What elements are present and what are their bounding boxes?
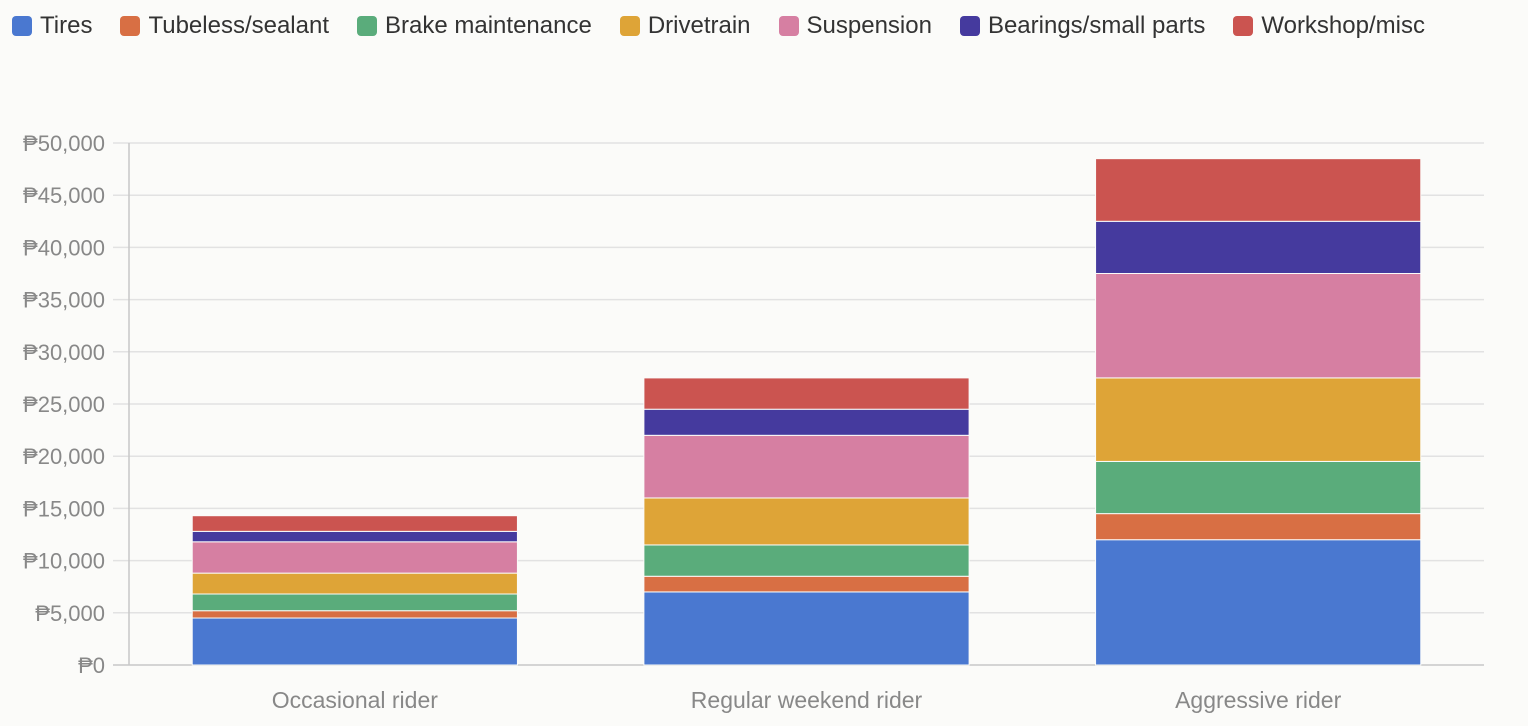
- legend-item[interactable]: Bearings/small parts: [959, 12, 1206, 39]
- bar-segment: [643, 377, 970, 410]
- y-tick-label: ₱0: [78, 653, 105, 678]
- legend-swatch: [120, 16, 141, 36]
- bar-segment: [191, 515, 518, 532]
- bar-segment: [643, 497, 970, 546]
- bar-segment: [1095, 158, 1422, 222]
- legend-swatch: [959, 16, 980, 36]
- bar-segment: [191, 541, 518, 574]
- bar-segment: [191, 593, 518, 612]
- bar-segment: [1095, 220, 1422, 275]
- bar-segment: [1095, 513, 1422, 541]
- y-tick-label: ₱25,000: [23, 392, 105, 417]
- legend-label: Suspension: [806, 12, 932, 39]
- bar-segment: [191, 530, 518, 543]
- chart-legend: Tires Tubeless/sealant Brake maintenance Dr…: [12, 12, 1512, 39]
- legend-label: Drivetrain: [647, 12, 751, 39]
- x-category-label: Occasional rider: [272, 687, 439, 713]
- legend-swatch: [619, 16, 640, 36]
- legend-item[interactable]: Drivetrain: [619, 12, 751, 39]
- legend-swatch: [1233, 16, 1254, 36]
- legend-item[interactable]: Tires: [12, 12, 93, 39]
- legend-item[interactable]: Brake maintenance: [357, 12, 592, 39]
- y-tick-label: ₱10,000: [23, 549, 105, 574]
- bar-segment: [191, 610, 518, 619]
- x-category-label: Regular weekend rider: [691, 687, 923, 713]
- legend-swatch: [778, 16, 799, 36]
- bar-segment: [643, 434, 970, 499]
- y-tick-label: ₱50,000: [23, 131, 105, 156]
- bar-segment: [191, 572, 518, 595]
- legend-swatch: [12, 16, 32, 36]
- y-tick-label: ₱5,000: [35, 601, 105, 626]
- y-tick-label: ₱40,000: [23, 235, 105, 260]
- y-tick-label: ₱20,000: [23, 444, 105, 469]
- y-tick-label: ₱30,000: [23, 340, 105, 365]
- legend-label: Workshop/misc: [1261, 12, 1425, 39]
- bar-segment: [643, 591, 970, 666]
- legend-label: Tubeless/sealant: [148, 12, 330, 39]
- legend-label: Brake maintenance: [385, 12, 592, 39]
- bar-segment: [1095, 460, 1422, 515]
- legend-label: Tires: [40, 12, 93, 39]
- y-tick-label: ₱15,000: [23, 496, 105, 521]
- legend-label: Bearings/small parts: [987, 12, 1206, 39]
- legend-item[interactable]: Tubeless/sealant: [120, 12, 330, 39]
- bar-segment: [643, 408, 970, 436]
- bar-segment: [643, 544, 970, 577]
- legend-swatch: [357, 16, 378, 36]
- bar-segment: [1095, 377, 1422, 462]
- legend-item[interactable]: Workshop/misc: [1233, 12, 1425, 39]
- x-category-label: Aggressive rider: [1175, 687, 1342, 713]
- bar-segment: [1095, 539, 1422, 666]
- y-tick-label: ₱35,000: [23, 288, 105, 313]
- y-tick-label: ₱45,000: [23, 183, 105, 208]
- bar-segment: [643, 575, 970, 593]
- legend-item[interactable]: Suspension: [778, 12, 932, 39]
- bar-segment: [191, 617, 518, 666]
- bar-segment: [1095, 273, 1422, 379]
